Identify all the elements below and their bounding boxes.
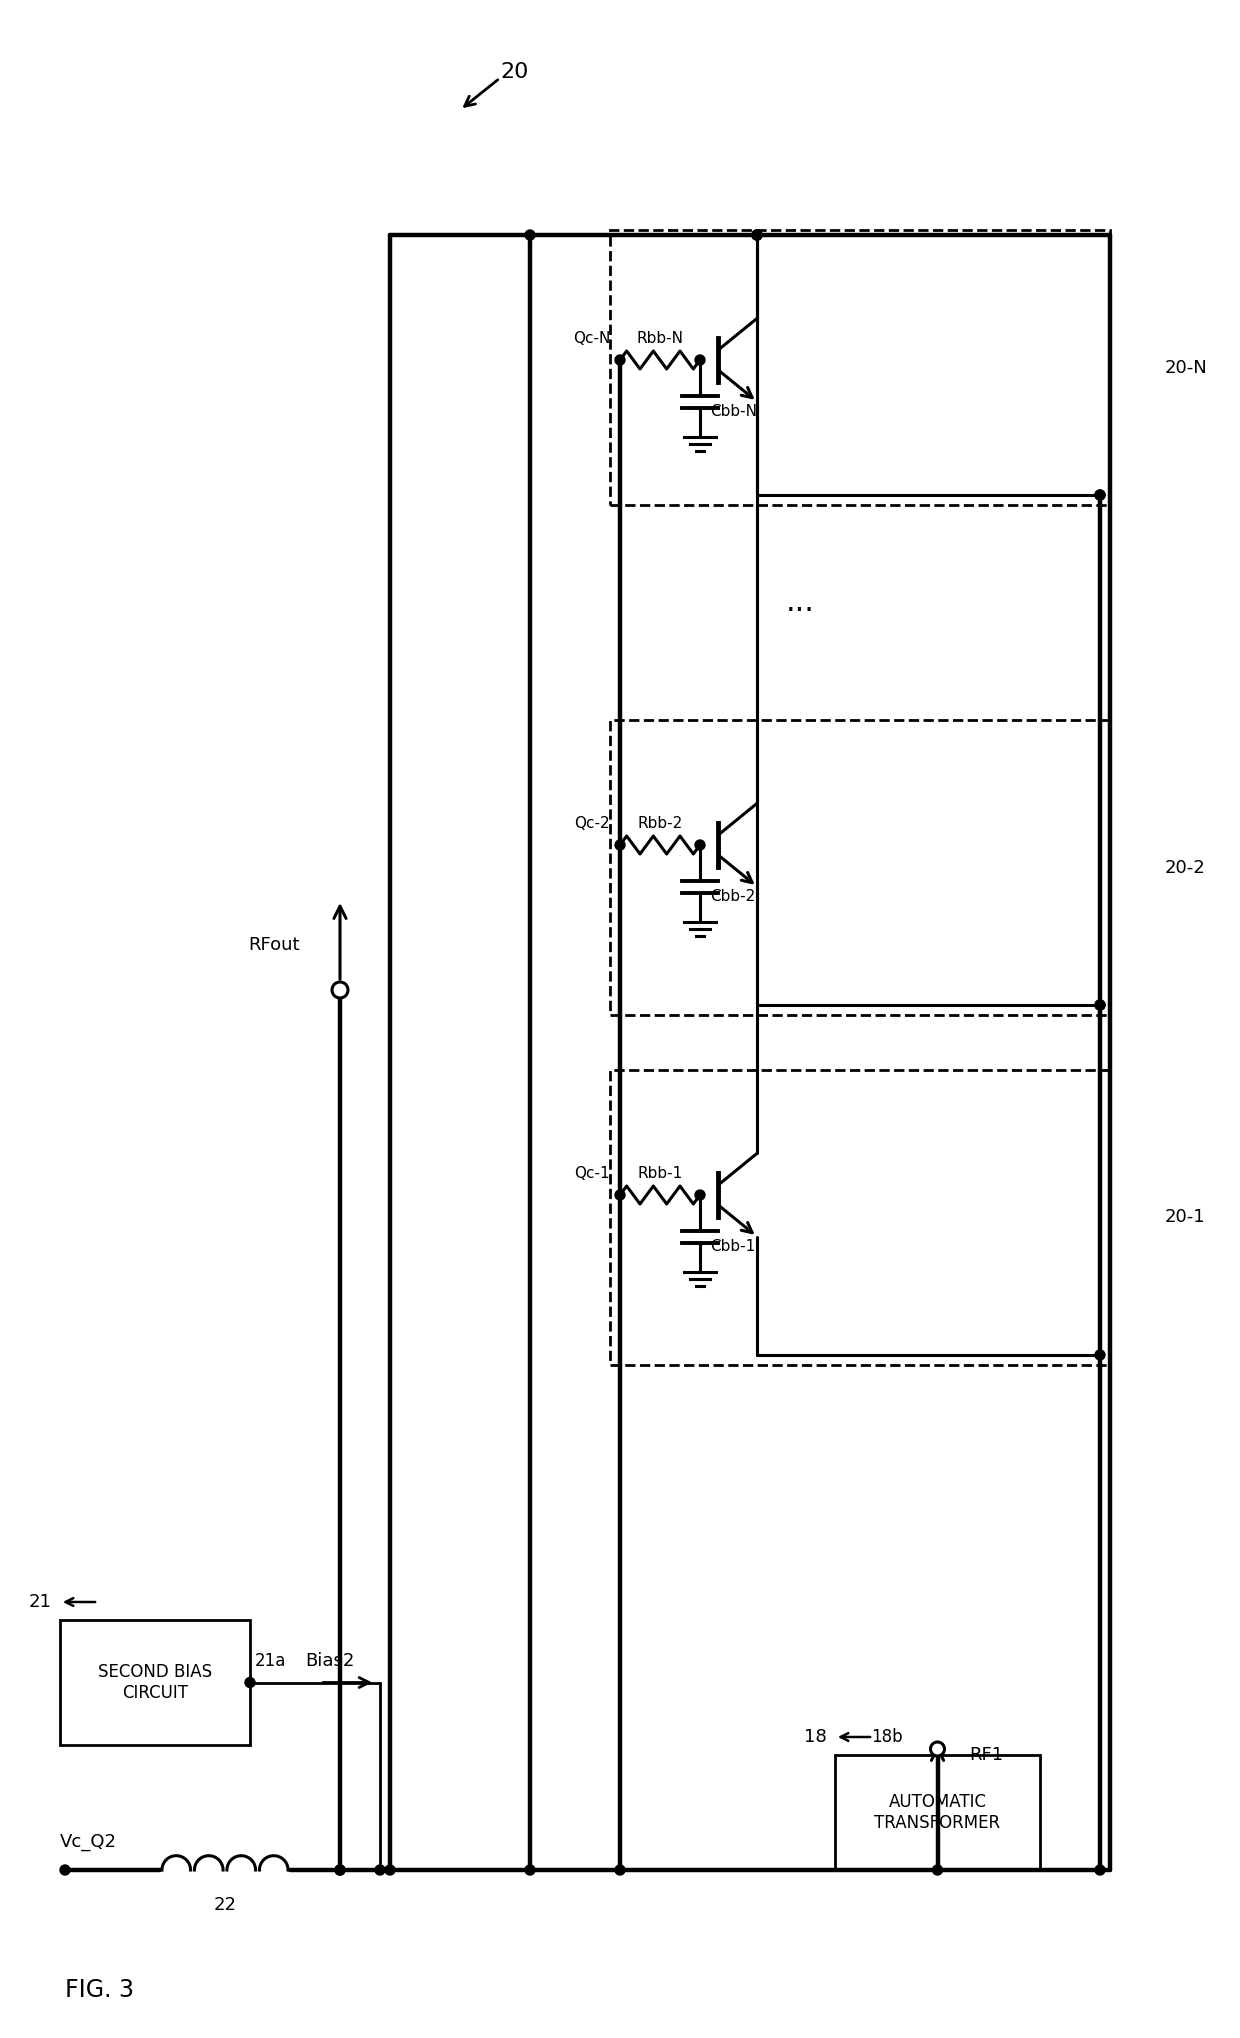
Circle shape xyxy=(335,1865,345,1875)
Text: 18b: 18b xyxy=(870,1728,903,1747)
Circle shape xyxy=(335,1865,345,1875)
Circle shape xyxy=(694,840,706,850)
Text: Cbb-N: Cbb-N xyxy=(711,404,756,420)
Bar xyxy=(610,719,1110,1015)
Bar xyxy=(610,1070,1110,1365)
Text: 18: 18 xyxy=(805,1728,827,1747)
Bar xyxy=(60,1620,250,1745)
Text: 21a: 21a xyxy=(255,1651,286,1669)
Circle shape xyxy=(1095,1001,1105,1011)
Circle shape xyxy=(751,230,763,240)
Text: Cbb-2: Cbb-2 xyxy=(711,889,755,905)
Text: Qc-2: Qc-2 xyxy=(574,815,610,832)
Text: 20-2: 20-2 xyxy=(1166,858,1205,876)
Circle shape xyxy=(60,1865,69,1875)
Text: FIG. 3: FIG. 3 xyxy=(64,1979,134,2001)
Text: Rbb-N: Rbb-N xyxy=(636,330,683,346)
Text: AUTOMATIC
TRANSFORMER: AUTOMATIC TRANSFORMER xyxy=(874,1793,1001,1832)
Circle shape xyxy=(1095,1349,1105,1359)
Circle shape xyxy=(525,230,534,240)
Circle shape xyxy=(615,840,625,850)
Text: SECOND BIAS
CIRCUIT: SECOND BIAS CIRCUIT xyxy=(98,1663,212,1702)
Circle shape xyxy=(615,1865,625,1875)
Text: Rbb-1: Rbb-1 xyxy=(637,1166,683,1180)
Bar xyxy=(610,230,1110,505)
Text: RFout: RFout xyxy=(248,935,300,954)
Circle shape xyxy=(1095,489,1105,499)
Circle shape xyxy=(1095,489,1105,499)
Circle shape xyxy=(1095,1865,1105,1875)
Circle shape xyxy=(1095,1001,1105,1011)
Circle shape xyxy=(384,1865,396,1875)
Text: 22: 22 xyxy=(213,1895,237,1914)
Text: RF1: RF1 xyxy=(970,1747,1003,1765)
Circle shape xyxy=(694,1190,706,1200)
Circle shape xyxy=(932,1865,942,1875)
Text: Bias2: Bias2 xyxy=(305,1651,355,1669)
Circle shape xyxy=(246,1677,255,1687)
Circle shape xyxy=(930,1742,945,1757)
Text: 21: 21 xyxy=(29,1594,52,1610)
Text: 20-1: 20-1 xyxy=(1166,1209,1205,1227)
Circle shape xyxy=(332,982,348,999)
Text: 20-N: 20-N xyxy=(1166,359,1208,377)
Text: Cbb-1: Cbb-1 xyxy=(711,1239,755,1253)
Text: Qc-1: Qc-1 xyxy=(574,1166,610,1180)
Circle shape xyxy=(615,355,625,365)
Text: 20: 20 xyxy=(500,61,528,82)
Text: Rbb-2: Rbb-2 xyxy=(637,815,683,832)
Circle shape xyxy=(751,230,763,240)
Circle shape xyxy=(751,230,763,240)
Text: Vc_Q2: Vc_Q2 xyxy=(60,1832,117,1851)
Text: ...: ... xyxy=(786,589,815,618)
Circle shape xyxy=(694,355,706,365)
Bar xyxy=(835,1755,1040,1871)
Circle shape xyxy=(615,1190,625,1200)
Circle shape xyxy=(525,1865,534,1875)
Text: Qc-N: Qc-N xyxy=(573,330,610,346)
Circle shape xyxy=(374,1865,384,1875)
